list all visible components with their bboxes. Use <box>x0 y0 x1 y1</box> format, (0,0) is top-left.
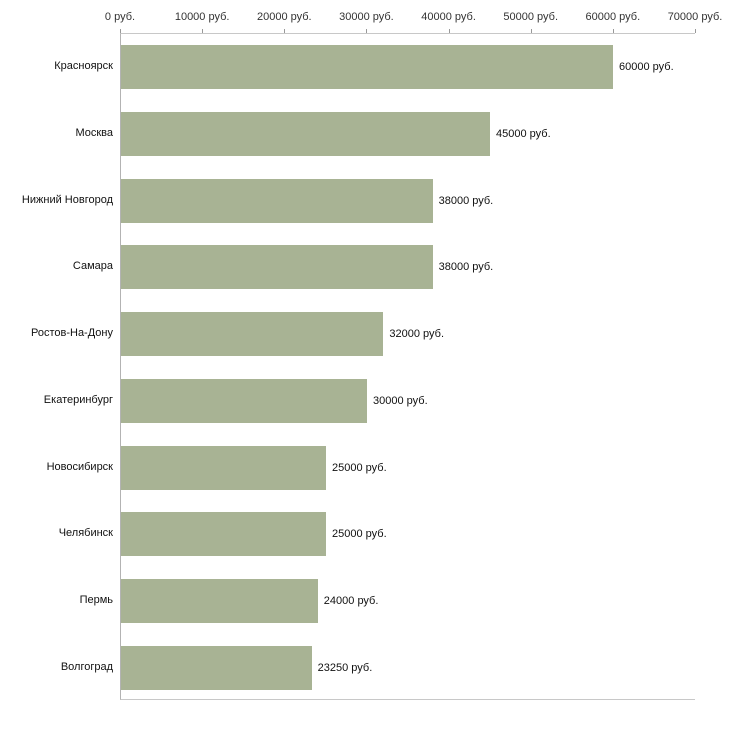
bar <box>121 45 613 90</box>
bar <box>121 112 490 157</box>
bar-row: 23250 руб. <box>121 634 695 701</box>
value-label: 24000 руб. <box>323 594 379 607</box>
x-tick-label: 20000 руб. <box>256 11 312 23</box>
bar-row: 25000 руб. <box>121 501 695 568</box>
value-label: 25000 руб. <box>332 528 387 541</box>
bar-row: 32000 руб. <box>121 301 695 368</box>
category-label: Москва <box>75 127 113 140</box>
x-tick-label: 50000 руб. <box>503 11 559 23</box>
x-tick-mark <box>530 29 532 33</box>
bar <box>121 245 433 290</box>
bar <box>121 178 433 223</box>
bar-row: 60000 руб. <box>121 34 695 101</box>
x-tick-label: 40000 руб. <box>421 11 476 23</box>
x-tick-mark <box>448 29 450 33</box>
value-label: 32000 руб. <box>389 328 445 341</box>
x-tick-mark <box>612 29 614 33</box>
value-label: 30000 руб. <box>373 394 428 407</box>
plot-area: 60000 руб. 45000 руб. 38000 руб. 38000 руб.… <box>120 33 695 700</box>
category-label: Самара <box>72 260 113 273</box>
bar-row: 38000 руб. <box>121 234 695 301</box>
x-tick-label: 30000 руб. <box>339 11 394 23</box>
x-tick-mark <box>366 29 368 33</box>
x-tick-mark <box>695 29 696 33</box>
bar <box>121 578 318 623</box>
category-label: Нижний Новгород <box>21 193 113 206</box>
bar <box>121 445 326 490</box>
category-label: Екатеринбург <box>43 393 113 406</box>
x-tick-mark <box>120 29 121 33</box>
bar-row: 25000 руб. <box>121 434 695 501</box>
x-tick-label: 10000 руб. <box>174 11 230 23</box>
bar <box>121 378 367 423</box>
value-label: 60000 руб. <box>619 61 674 74</box>
bar-row: 30000 руб. <box>121 368 695 435</box>
category-label: Красноярск <box>54 60 113 73</box>
category-label: Новосибирск <box>46 460 113 473</box>
x-tick-mark <box>284 29 286 33</box>
x-tick-label: 60000 руб. <box>585 11 641 23</box>
category-label: Челябинск <box>58 527 113 540</box>
category-label: Пермь <box>79 593 113 606</box>
bar-row: 45000 руб. <box>121 101 695 168</box>
value-label: 38000 руб. <box>438 194 494 207</box>
category-label: Волгоград <box>60 660 113 673</box>
x-tick-label: 70000 руб. <box>667 11 723 23</box>
value-label: 45000 руб. <box>496 128 551 141</box>
bar <box>121 512 326 557</box>
bar <box>121 312 384 357</box>
bar <box>121 645 312 690</box>
x-tick-label: 0 руб. <box>104 11 136 23</box>
value-label: 38000 руб. <box>438 261 494 274</box>
category-label: Ростов-На-Дону <box>30 327 113 340</box>
x-tick-mark <box>202 29 204 33</box>
bar-row: 38000 руб. <box>121 167 695 234</box>
bar-row: 24000 руб. <box>121 568 695 635</box>
value-label: 23250 руб. <box>317 661 373 674</box>
value-label: 25000 руб. <box>332 461 387 474</box>
